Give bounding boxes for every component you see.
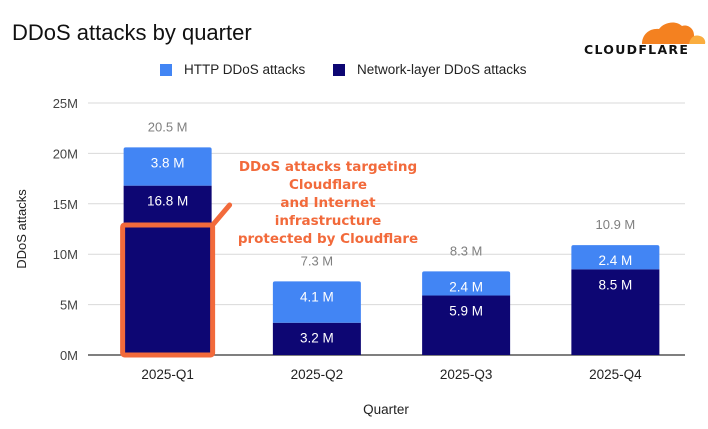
cloudflare-logo-text: CLOUDFLARE: [584, 42, 690, 57]
bar-http-2025-Q3: [422, 271, 511, 296]
bar-http-2025-Q2: [272, 281, 361, 323]
data-label-network: 8.5 M: [598, 277, 632, 292]
annotation-line-3: protected by Cloudflare: [237, 231, 419, 247]
x-tick-label: 2025-Q2: [291, 367, 344, 382]
annotation-connector-line: [210, 202, 233, 228]
data-label-network: 16.8 M: [147, 194, 188, 209]
data-label-http: 3.8 M: [151, 155, 185, 170]
legend-swatch-http: [160, 63, 172, 76]
annotation-highlight-box: [120, 222, 216, 358]
bar-network-2025-Q3: [422, 295, 511, 355]
x-axis-label: Quarter: [363, 402, 409, 417]
x-tick-label: 2025-Q4: [589, 367, 642, 382]
bar-network-2025-Q4: [571, 269, 660, 355]
bar-network-2025-Q2: [272, 322, 361, 355]
y-tick-label: 0M: [60, 348, 78, 363]
annotation-text: DDoS attacks targeting Cloudflare and In…: [228, 158, 428, 248]
bar-http-2025-Q1: [123, 147, 212, 186]
x-tick-label: 2025-Q3: [440, 367, 493, 382]
bar-http-2025-Q4: [571, 245, 660, 270]
legend-item-network[interactable]: Network-layer DDoS attacks: [333, 62, 527, 77]
data-label-network: 5.9 M: [449, 304, 483, 319]
data-label-http: 4.1 M: [300, 289, 334, 304]
y-axis-label: DDoS attacks: [14, 189, 29, 269]
cloud-secondary: [689, 35, 706, 44]
bar-network-2025-Q1: [123, 185, 212, 355]
data-label-http: 2.4 M: [449, 279, 483, 294]
data-label-total: 7.3 M: [301, 253, 334, 268]
legend-label-http: HTTP DDoS attacks: [184, 62, 306, 77]
annotation-line-1: DDoS attacks targeting Cloudflare: [238, 159, 418, 193]
annotation-line-2: and Internet infrastructure: [274, 195, 382, 229]
legend-item-http[interactable]: HTTP DDoS attacks: [160, 62, 305, 77]
data-label-http: 2.4 M: [598, 253, 632, 268]
y-tick-label: 15M: [53, 197, 78, 212]
data-label-total: 20.5 M: [148, 119, 188, 134]
data-label-network: 3.2 M: [300, 331, 334, 346]
cloudflare-cloud-icon: [642, 22, 706, 44]
y-tick-label: 25M: [53, 96, 78, 111]
y-tick-label: 10M: [53, 247, 78, 262]
data-label-total: 8.3 M: [450, 243, 483, 258]
x-tick-label: 2025-Q1: [141, 367, 194, 382]
y-tick-label: 5M: [60, 298, 78, 313]
legend-label-network: Network-layer DDoS attacks: [357, 62, 527, 77]
chart-title: DDoS attacks by quarter: [12, 20, 252, 45]
data-label-total: 10.9 M: [596, 217, 636, 232]
legend-swatch-network: [333, 63, 345, 76]
cloud-main: [642, 22, 696, 44]
y-tick-label: 20M: [53, 146, 78, 161]
